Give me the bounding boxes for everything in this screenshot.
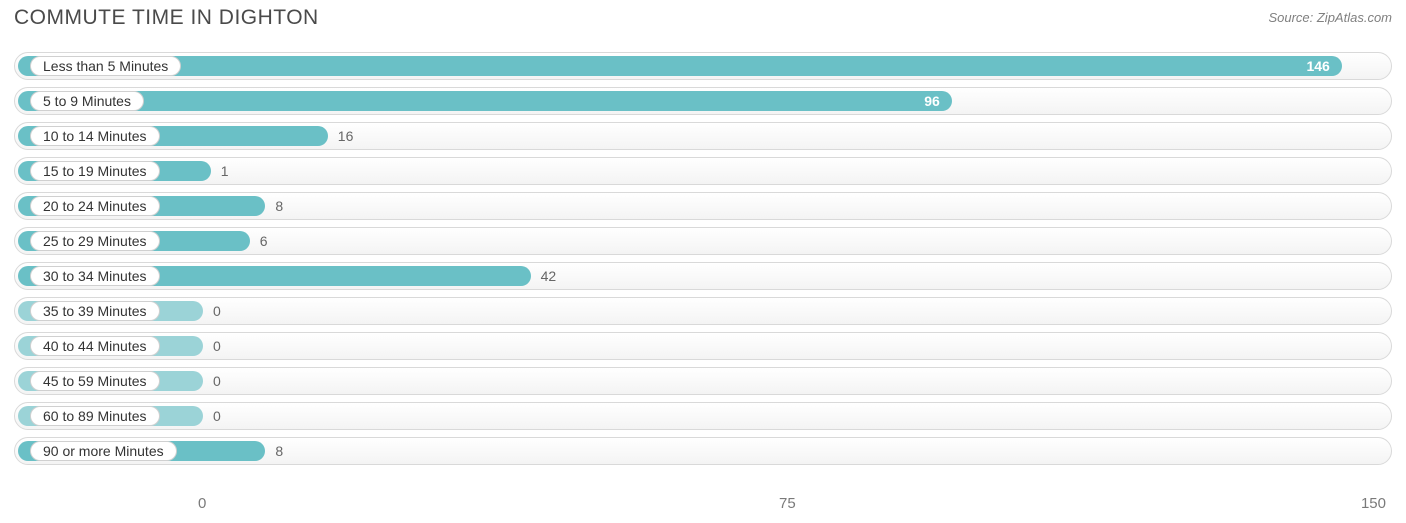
bar-row: 5 to 9 Minutes 96 xyxy=(14,87,1392,115)
chart-title: COMMUTE TIME IN DIGHTON xyxy=(14,6,319,30)
category-label-pill: 30 to 34 Minutes xyxy=(30,266,160,286)
bar-value: 16 xyxy=(338,123,354,149)
bar-value: 1 xyxy=(221,158,229,184)
chart-area: Less than 5 Minutes1465 to 9 Minutes9610… xyxy=(14,52,1392,489)
x-axis-tick: 0 xyxy=(198,495,206,512)
source-attribution: Source: ZipAtlas.com xyxy=(1268,6,1392,25)
x-axis-tick: 150 xyxy=(1361,495,1386,512)
category-label-pill: 15 to 19 Minutes xyxy=(30,161,160,181)
bar-row: 20 to 24 Minutes 8 xyxy=(14,192,1392,220)
bar-value: 0 xyxy=(213,333,221,359)
bar-row: 10 to 14 Minutes 16 xyxy=(14,122,1392,150)
category-label-pill: 60 to 89 Minutes xyxy=(30,406,160,426)
category-label-pill: 35 to 39 Minutes xyxy=(30,301,160,321)
category-label-pill: Less than 5 Minutes xyxy=(30,56,181,76)
category-label-pill: 20 to 24 Minutes xyxy=(30,196,160,216)
bar-row: Less than 5 Minutes 146 xyxy=(14,52,1392,80)
category-label-pill: 40 to 44 Minutes xyxy=(30,336,160,356)
bar-value: 146 xyxy=(1306,53,1329,79)
bar-fill xyxy=(18,56,1342,76)
bar-row: 35 to 39 Minutes 0 xyxy=(14,297,1392,325)
bar-row: 40 to 44 Minutes 0 xyxy=(14,332,1392,360)
bar-value: 96 xyxy=(924,88,940,114)
category-label-pill: 10 to 14 Minutes xyxy=(30,126,160,146)
x-axis-tick: 75 xyxy=(779,495,796,512)
bar-row: 90 or more Minutes 8 xyxy=(14,437,1392,465)
bar-value: 0 xyxy=(213,368,221,394)
bar-row: 30 to 34 Minutes 42 xyxy=(14,262,1392,290)
x-axis: 0 75 150 xyxy=(14,495,1392,515)
bar-row: 60 to 89 Minutes 0 xyxy=(14,402,1392,430)
bar-value: 0 xyxy=(213,298,221,324)
bar-value: 8 xyxy=(275,438,283,464)
category-label-pill: 25 to 29 Minutes xyxy=(30,231,160,251)
category-label-pill: 90 or more Minutes xyxy=(30,441,177,461)
bar-row: 45 to 59 Minutes 0 xyxy=(14,367,1392,395)
category-label-pill: 5 to 9 Minutes xyxy=(30,91,144,111)
category-label-pill: 45 to 59 Minutes xyxy=(30,371,160,391)
bar-row: 25 to 29 Minutes 6 xyxy=(14,227,1392,255)
bar-value: 42 xyxy=(541,263,557,289)
bar-row: 15 to 19 Minutes 1 xyxy=(14,157,1392,185)
header: COMMUTE TIME IN DIGHTON Source: ZipAtlas… xyxy=(0,0,1406,30)
bar-fill xyxy=(18,91,952,111)
bar-value: 0 xyxy=(213,403,221,429)
bar-value: 8 xyxy=(275,193,283,219)
bar-value: 6 xyxy=(260,228,268,254)
